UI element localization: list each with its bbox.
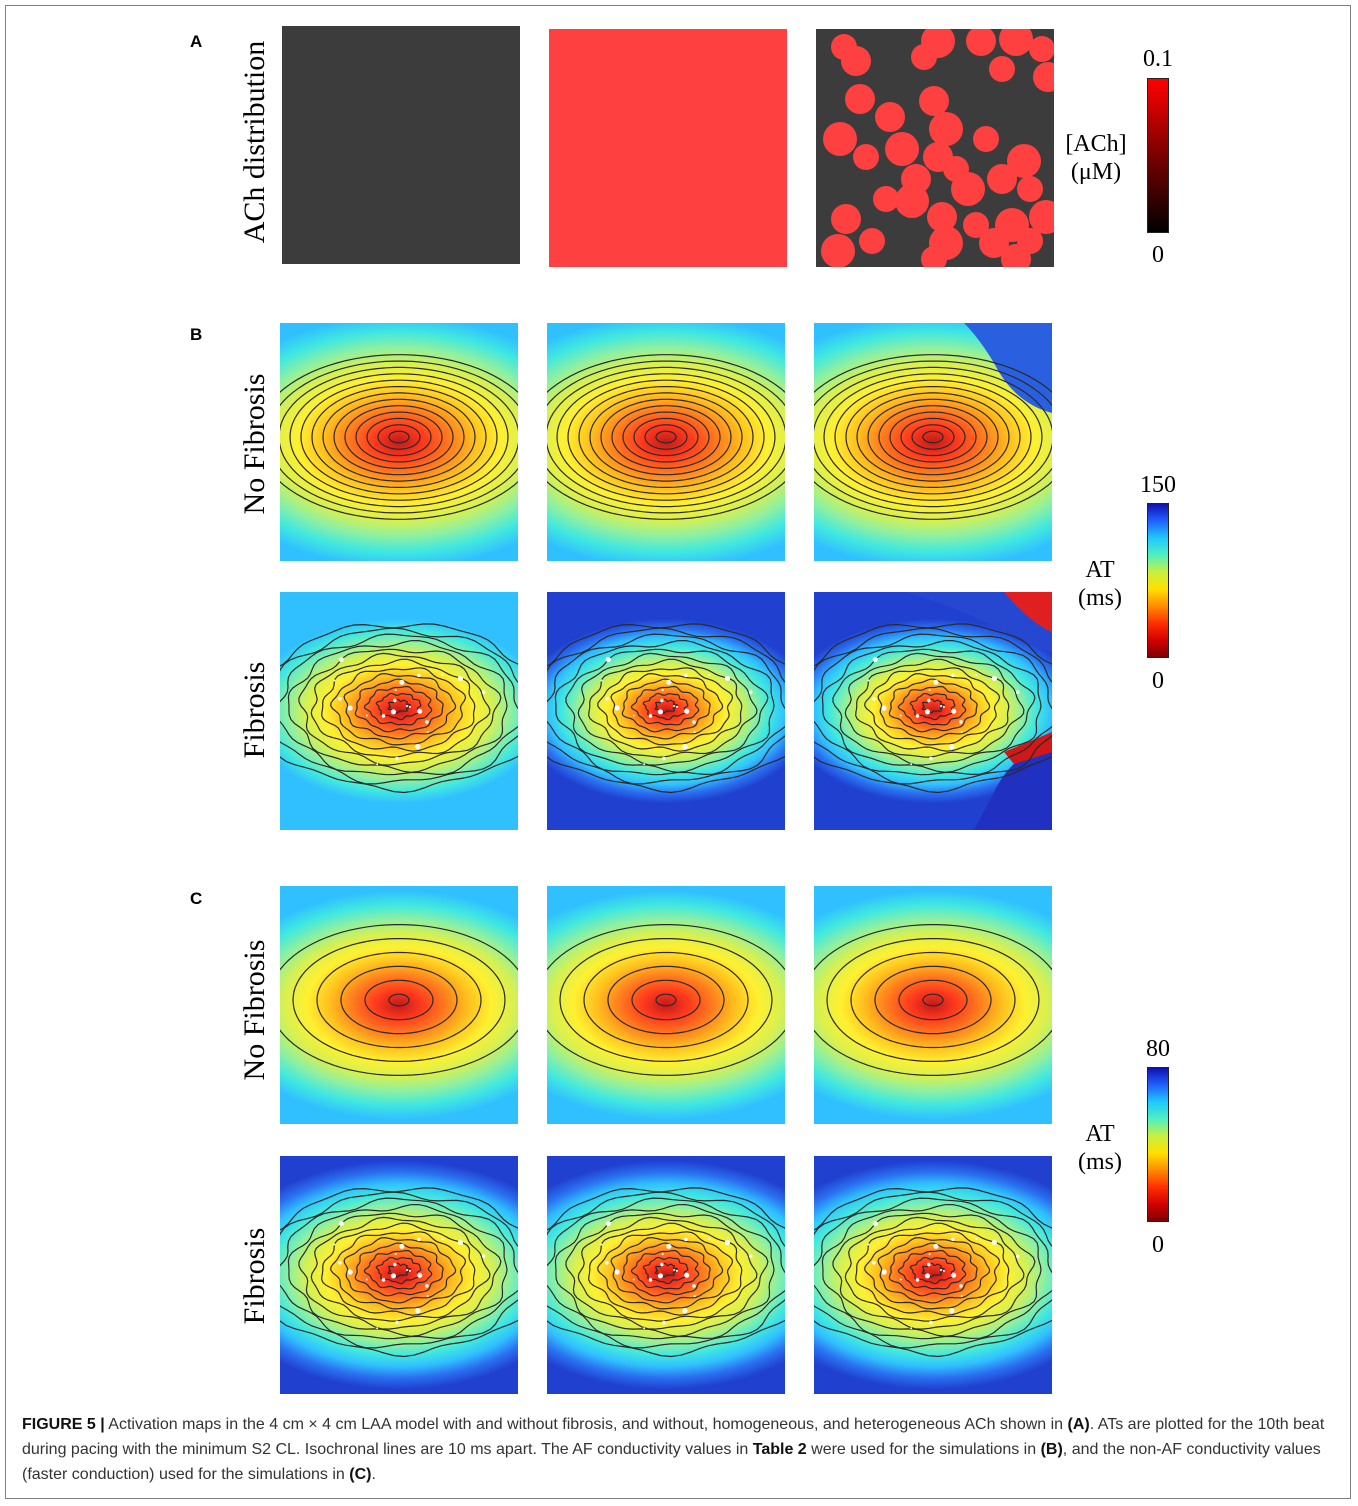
row-label-c-no-fibrosis: No Fibrosis xyxy=(238,939,271,1081)
at-map-b-nofib-1 xyxy=(280,323,518,561)
colorbar-a-label: [ACh] (μM) xyxy=(1065,131,1127,185)
colorbar-c-min: 0 xyxy=(1152,1232,1164,1258)
panel-letter-c: C xyxy=(190,889,203,908)
figure-caption: FIGURE 5 | Activation maps in the 4 cm ×… xyxy=(22,1416,1325,1483)
colorbar-a xyxy=(1147,78,1169,233)
ach-map-homogeneous xyxy=(549,29,787,267)
at-map-c-nofib-1 xyxy=(280,886,518,1124)
at-map-c-fib-1 xyxy=(280,1156,518,1394)
at-map-b-fib-2 xyxy=(547,592,785,830)
ach-map-none xyxy=(282,26,520,264)
colorbar-c-label: AT (ms) xyxy=(1078,1121,1122,1175)
figure-frame xyxy=(5,5,1351,1499)
at-map-b-fib-1 xyxy=(280,592,518,830)
at-map-c-nofib-2 xyxy=(547,886,785,1124)
row-label-b-no-fibrosis: No Fibrosis xyxy=(238,373,271,515)
panel-letter-a: A xyxy=(190,32,203,51)
colorbar-b-min: 0 xyxy=(1152,668,1164,694)
at-map-c-fib-2 xyxy=(547,1156,785,1394)
ach-map-heterogeneous xyxy=(816,29,1054,267)
row-label-ach-distribution: ACh distribution xyxy=(238,40,271,244)
colorbar-b-label: AT (ms) xyxy=(1078,557,1122,611)
caption-label: FIGURE 5 | xyxy=(22,1416,105,1433)
at-map-b-fib-3 xyxy=(814,592,1052,830)
colorbar-a-max: 0.1 xyxy=(1143,46,1173,72)
row-label-c-fibrosis: Fibrosis xyxy=(238,1227,271,1325)
at-map-b-nofib-3 xyxy=(814,323,1052,561)
colorbar-b-max: 150 xyxy=(1140,472,1176,498)
colorbar-b xyxy=(1147,503,1169,658)
at-map-c-fib-3 xyxy=(814,1156,1052,1394)
at-map-c-nofib-3 xyxy=(814,886,1052,1124)
colorbar-c-max: 80 xyxy=(1146,1036,1170,1062)
at-map-b-nofib-2 xyxy=(547,323,785,561)
colorbar-a-min: 0 xyxy=(1152,242,1164,268)
panel-letter-b: B xyxy=(190,325,203,344)
colorbar-c xyxy=(1147,1067,1169,1222)
row-label-b-fibrosis: Fibrosis xyxy=(238,661,271,759)
